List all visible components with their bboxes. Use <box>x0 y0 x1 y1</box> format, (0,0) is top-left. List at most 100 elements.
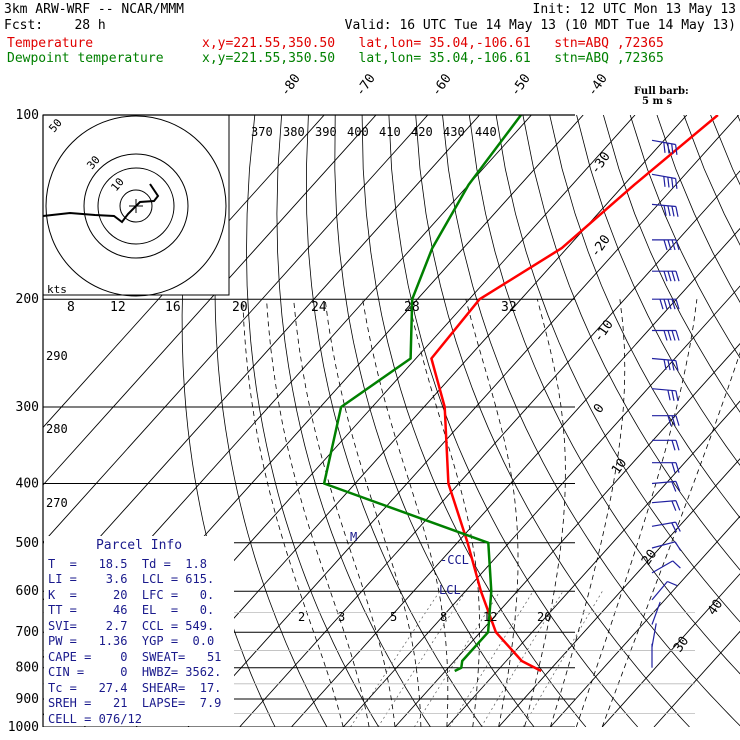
theta-label: 290 <box>46 349 68 363</box>
dry-adiabat <box>495 115 740 623</box>
wind-barb <box>652 462 680 473</box>
barb-flag <box>667 330 672 341</box>
hodo-ring-large <box>45 115 227 297</box>
pressure-tick-label: 300 <box>16 400 39 415</box>
barb-flag <box>667 580 678 587</box>
dewpoint-profile <box>322 115 522 673</box>
temperature-legend: Temperature <box>7 36 94 51</box>
isotherm <box>342 285 740 727</box>
moist-adiabat <box>575 299 698 727</box>
theta-e-label: 390 <box>315 125 337 139</box>
wind-barb <box>651 601 661 625</box>
temperature-profile <box>430 115 719 673</box>
hodo-ring-inner <box>119 189 153 223</box>
parcel-info-row: SREH = 21 LAPSE= 7.9 <box>48 696 222 710</box>
barb-flag <box>667 359 671 371</box>
wind-barb <box>651 541 682 552</box>
isotherm <box>601 573 740 727</box>
barb-flag <box>667 389 671 401</box>
isotherm <box>43 115 377 486</box>
dry-adiabat <box>442 115 740 727</box>
wind-barb <box>651 580 678 601</box>
mixing-ratio-label: 5 <box>390 610 397 624</box>
barb-legend-title: Full barb: <box>634 86 689 97</box>
temperature-station-info: x,y=221.55,350.50 lat,lon= 35.04,-106.61… <box>202 36 664 51</box>
parcel-info-row: SVI= 2.7 CCL = 549. <box>48 618 215 633</box>
barb-flag <box>675 462 680 473</box>
speed-label: 20 <box>232 300 248 315</box>
isotherm-label: 20 <box>639 547 660 568</box>
isotherm <box>291 227 740 727</box>
barb-flag <box>663 239 668 251</box>
wind-barb <box>651 480 681 492</box>
barb-flag <box>671 481 677 492</box>
mixing-ratio-line <box>480 591 564 727</box>
wind-barb <box>651 500 681 511</box>
theta-e-label: 380 <box>283 125 305 139</box>
barb-flag <box>675 239 680 251</box>
barb-flag <box>667 205 671 217</box>
pressure-tick-label: 700 <box>16 625 39 640</box>
mixing-ratio-label: 2 <box>298 610 305 624</box>
barb-flag <box>675 481 681 492</box>
init-time: Init: 12 UTC Mon 13 May 13 <box>532 2 737 17</box>
isotherm-label: -80 <box>278 71 304 99</box>
barb-flag <box>671 390 675 401</box>
isotherm <box>446 400 740 727</box>
isotherm <box>239 170 740 727</box>
dry-adiabat <box>683 115 740 246</box>
wind-barb <box>651 357 679 371</box>
barb-flag <box>671 177 674 189</box>
barb-flag <box>675 500 681 511</box>
barb-flag <box>663 205 667 216</box>
barb-flag <box>663 142 666 153</box>
speed-label: 8 <box>67 300 75 315</box>
speed-label: 24 <box>311 300 327 315</box>
barb-flag <box>675 206 679 217</box>
isotherm <box>43 115 480 601</box>
dewpoint-station-info: x,y=221.55,350.50 lat,lon= 35.04,-106.61… <box>202 51 664 66</box>
isotherm-label: -50 <box>508 71 534 99</box>
barb-flag <box>659 299 664 310</box>
wind-barb <box>651 388 679 402</box>
isotherm <box>43 115 325 429</box>
barb-flag <box>671 205 675 217</box>
parcel-info-row: TT = 46 EL = 0. <box>48 603 215 617</box>
barb-flag <box>663 271 668 282</box>
wind-barb <box>651 203 679 217</box>
mixing-ratio-label: 12 <box>483 610 497 624</box>
barb-flag <box>671 522 677 533</box>
pressure-tick-label: 800 <box>16 661 39 676</box>
mixing-ratio-label: 20 <box>537 610 551 624</box>
barb-staff <box>651 480 676 485</box>
dry-adiabat <box>522 115 740 571</box>
parcel-info-row: LI = 3.6 LCL = 615. <box>48 572 215 586</box>
barb-flag <box>671 360 675 371</box>
theta-e-label: 370 <box>251 125 273 139</box>
parcel-info-panel: Parcel Info T = 18.5 Td = 1.8 LI = 3.6 LC… <box>44 536 234 726</box>
hodo-ring-mid <box>97 167 175 245</box>
barb-flag <box>667 177 670 188</box>
parcel-info-row: CIN = 0 HWBZ= 3562. <box>48 665 222 679</box>
barb-flag <box>663 176 666 187</box>
wind-barb <box>652 415 680 426</box>
speed-label: 12 <box>110 300 126 315</box>
model-title: 3km ARW-WRF -- NCAR/MMM <box>4 2 185 17</box>
pressure-tick-label: 200 <box>16 292 39 307</box>
speed-label: 28 <box>404 300 420 315</box>
theta-e-label: 400 <box>347 125 369 139</box>
dry-adiabat <box>334 115 535 727</box>
isotherm <box>187 115 739 727</box>
wind-barb <box>651 139 678 155</box>
barb-flag <box>671 462 676 473</box>
parcel-info-row: K = 20 LFC = 0. <box>48 587 215 602</box>
pressure-tick-label: 500 <box>16 536 39 551</box>
barb-flag <box>675 144 678 155</box>
isotherm-label: -40 <box>585 71 611 99</box>
barb-flag <box>675 271 680 282</box>
pressure-tick-label: 400 <box>16 476 39 491</box>
dry-adiabat <box>710 115 740 186</box>
hodo-units-label: kts <box>47 283 67 296</box>
forecast-hour: Fcst: 28 h <box>4 18 106 33</box>
